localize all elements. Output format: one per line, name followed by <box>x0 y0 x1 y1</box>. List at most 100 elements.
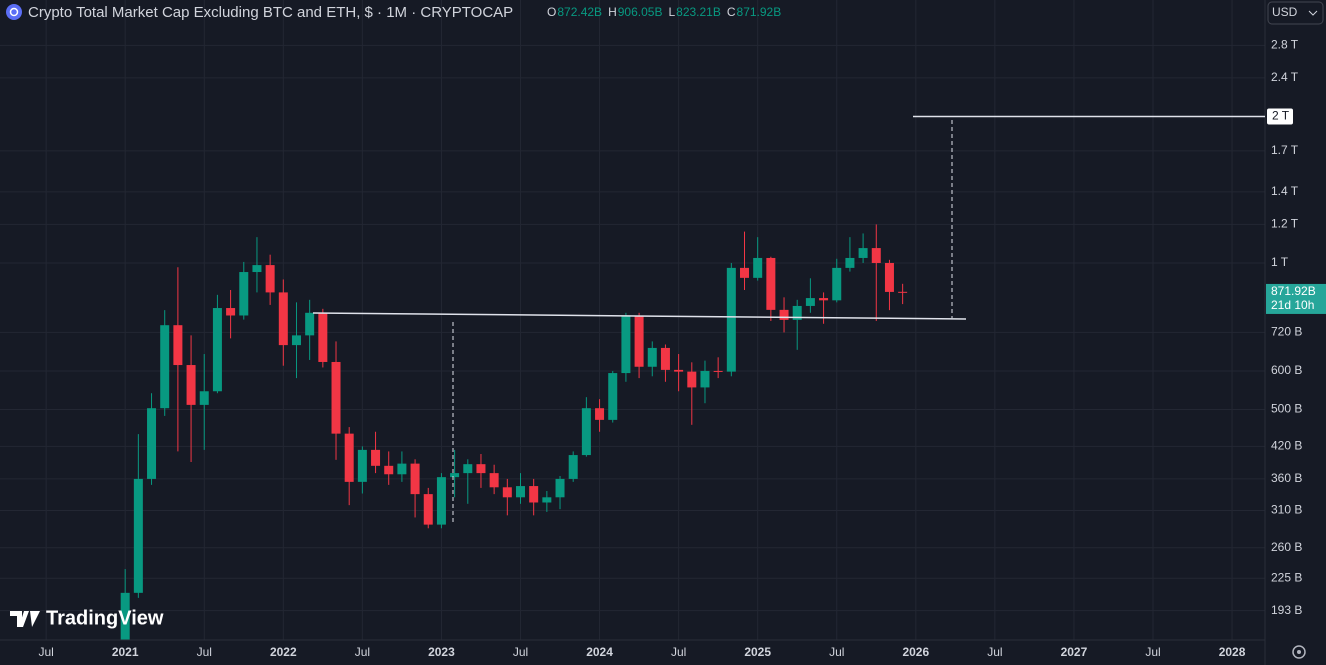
symbol-icon <box>9 7 19 17</box>
candle-body <box>700 370 710 388</box>
candle-body <box>226 308 236 316</box>
target-label-box <box>1267 108 1293 125</box>
header: Crypto Total Market Cap Excluding BTC an… <box>6 4 781 21</box>
candle-body <box>819 298 829 301</box>
symbol-icon <box>6 4 22 20</box>
candle-body <box>845 257 855 268</box>
settings-icon[interactable] <box>1292 645 1306 659</box>
x-tick-label: Jul <box>829 645 844 659</box>
candles <box>120 224 908 640</box>
y-tick-label: 420 B <box>1271 439 1302 453</box>
y-tick-label: 310 B <box>1271 503 1302 517</box>
target-label: 2 T <box>1272 109 1290 123</box>
candle-body <box>357 449 367 482</box>
candle-body <box>858 248 868 258</box>
candle-body <box>291 335 301 346</box>
x-tick-label: 2025 <box>744 645 771 659</box>
x-tick-label: Jul <box>1145 645 1160 659</box>
candle-body <box>515 486 525 498</box>
candle-body <box>779 309 789 320</box>
candle-body <box>753 257 763 278</box>
x-tick-label: Jul <box>671 645 686 659</box>
candle-body <box>884 262 894 292</box>
candle-body <box>595 408 605 420</box>
candle-body <box>529 486 539 503</box>
y-tick-label: 225 B <box>1271 570 1302 584</box>
currency-box[interactable] <box>1267 1 1324 25</box>
candle-body <box>252 265 262 273</box>
candle-body <box>371 449 381 466</box>
x-tick-label: Jul <box>987 645 1002 659</box>
currency[interactable]: USD <box>1272 5 1298 19</box>
x-tick-label: 2023 <box>428 645 455 659</box>
y-tick-label: 500 B <box>1271 402 1302 416</box>
ohlc-key: O <box>547 5 556 19</box>
candle-body <box>674 369 684 372</box>
candle-body <box>489 473 499 488</box>
currency-button[interactable]: USD <box>1267 1 1324 25</box>
candle-body <box>120 592 130 640</box>
chart-title: Crypto Total Market Cap Excluding BTC an… <box>28 4 513 21</box>
x-tick-label: 2022 <box>270 645 297 659</box>
candle-body <box>450 473 460 478</box>
candle-body <box>160 325 170 409</box>
candle-body <box>265 265 275 293</box>
candle-body <box>463 464 473 474</box>
ohlc-key: C <box>727 5 736 19</box>
ohlc-value: 823.21B <box>676 5 721 19</box>
candle-body <box>186 365 196 405</box>
y-tick-label: 2.4 T <box>1271 70 1299 84</box>
last-price-label: 871.92B <box>1271 284 1316 298</box>
candle-body <box>726 267 736 372</box>
candle-body <box>898 291 908 293</box>
y-tick-label: 260 B <box>1271 540 1302 554</box>
candle-body <box>133 478 143 593</box>
candle-body <box>647 347 657 367</box>
y-tick-label: 1 T <box>1271 255 1289 269</box>
x-tick-label: Jul <box>513 645 528 659</box>
y-tick-label: 193 B <box>1271 603 1302 617</box>
ohlc-legend: O 872.42B H 906.05B L 823.21B C 871.92B <box>547 5 781 19</box>
settings-button[interactable] <box>1292 645 1306 659</box>
ohlc-value: 872.42B <box>557 5 602 19</box>
y-tick-label: 720 B <box>1271 325 1302 339</box>
candle-body <box>318 312 328 362</box>
candle-body <box>423 494 433 525</box>
candle-body <box>305 312 315 336</box>
x-tick-label: 2028 <box>1219 645 1246 659</box>
candle-body <box>555 478 565 498</box>
candle-body <box>792 305 802 320</box>
candle-body <box>147 408 157 479</box>
ohlc-value: 871.92B <box>737 5 782 19</box>
candle-body <box>832 267 842 301</box>
last-price-box <box>1266 283 1326 314</box>
settings-icon[interactable] <box>1297 650 1301 654</box>
candle-body <box>278 292 288 346</box>
watermark: TradingView <box>10 607 164 629</box>
dropdown-arrow[interactable] <box>1308 10 1318 16</box>
candle-body <box>621 316 631 374</box>
y-tick-label: 360 B <box>1271 471 1302 485</box>
x-tick-label: Jul <box>355 645 370 659</box>
candle-body <box>410 463 420 495</box>
candle-body <box>608 373 618 420</box>
candle-body <box>212 308 222 392</box>
logo-icon <box>10 611 40 627</box>
candle-body <box>634 316 644 367</box>
candle-body <box>397 463 407 475</box>
x-tick-label: 2024 <box>586 645 613 659</box>
logo-text: TradingView <box>46 607 164 629</box>
candle-body <box>660 347 670 370</box>
candle-body <box>331 361 341 434</box>
candle-body <box>568 455 578 479</box>
candle-body <box>766 257 776 310</box>
candle-body <box>581 408 591 456</box>
candle-body <box>871 248 881 263</box>
y-tick-label: 1.4 T <box>1271 184 1299 198</box>
candle-body <box>740 267 750 278</box>
candle-body <box>502 487 512 498</box>
candle-body <box>713 370 723 372</box>
candle-body <box>384 465 394 475</box>
